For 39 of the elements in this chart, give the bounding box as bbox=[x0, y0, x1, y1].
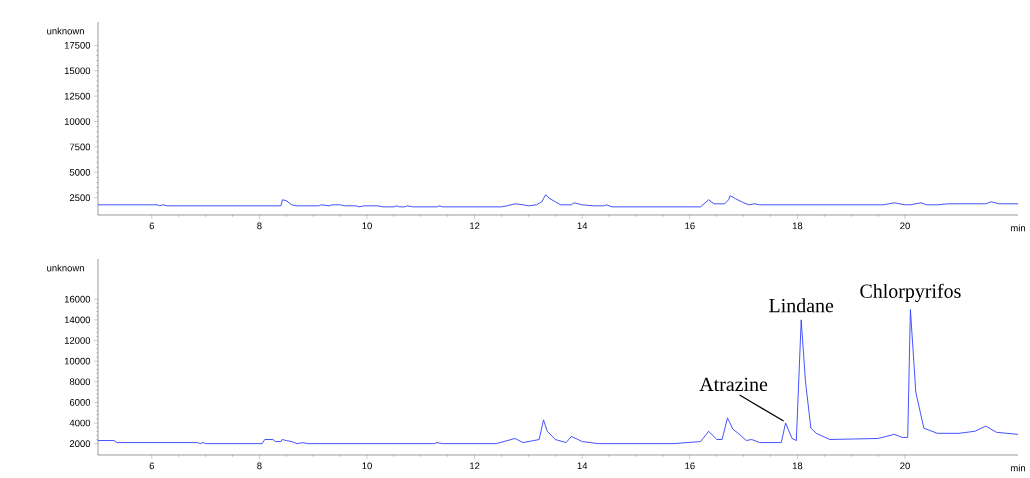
x-tick-label: 16 bbox=[685, 462, 695, 470]
y-tick-label: 10000 bbox=[64, 357, 91, 365]
x-tick-label: 10 bbox=[362, 222, 372, 230]
x-tick-label: 12 bbox=[470, 222, 480, 230]
y-tick-label: 14000 bbox=[64, 316, 91, 324]
y-tick-label: 6000 bbox=[69, 399, 91, 406]
y-axis-title: unknown bbox=[47, 264, 84, 272]
y-tick-label: 17500 bbox=[64, 42, 91, 49]
annotation: Lindane bbox=[769, 298, 834, 313]
y-tick-label: 2000 bbox=[69, 440, 91, 447]
x-tick-label: 12 bbox=[470, 462, 480, 470]
x-tick-label: 18 bbox=[792, 222, 803, 230]
x-axis-title: min bbox=[1011, 464, 1026, 472]
x-tick-label: 16 bbox=[685, 222, 695, 230]
y-tick-label: 2500 bbox=[69, 194, 91, 202]
x-tick-label: 14 bbox=[577, 462, 588, 470]
x-tick-label: 8 bbox=[257, 222, 262, 230]
y-tick-label: 12500 bbox=[64, 92, 91, 100]
annotation: Atrazine bbox=[699, 377, 768, 392]
x-tick-label: 6 bbox=[149, 222, 155, 230]
x-tick-label: 20 bbox=[900, 222, 910, 230]
x-tick-label: 14 bbox=[577, 222, 588, 230]
y-tick-label: 10000 bbox=[64, 118, 91, 125]
x-tick-label: 6 bbox=[149, 462, 155, 470]
annotation: Chlorpyrifos bbox=[860, 283, 961, 303]
y-tick-label: 4000 bbox=[69, 419, 91, 427]
x-tick-label: 8 bbox=[257, 462, 262, 470]
y-tick-label: 15000 bbox=[64, 67, 91, 75]
x-axis-title: min bbox=[1011, 224, 1026, 232]
x-tick-label: 20 bbox=[900, 462, 910, 470]
y-axis-title: unknown bbox=[47, 27, 84, 35]
x-tick-label: 10 bbox=[362, 462, 372, 470]
line-series bbox=[97, 194, 1019, 208]
y-tick-label: 16000 bbox=[64, 295, 91, 303]
y-tick-label: 5000 bbox=[69, 168, 91, 176]
y-tick-label: 12000 bbox=[64, 337, 91, 344]
y-tick-label: 7500 bbox=[69, 143, 91, 151]
x-tick-label: 18 bbox=[792, 462, 803, 470]
y-tick-label: 8000 bbox=[69, 378, 91, 386]
